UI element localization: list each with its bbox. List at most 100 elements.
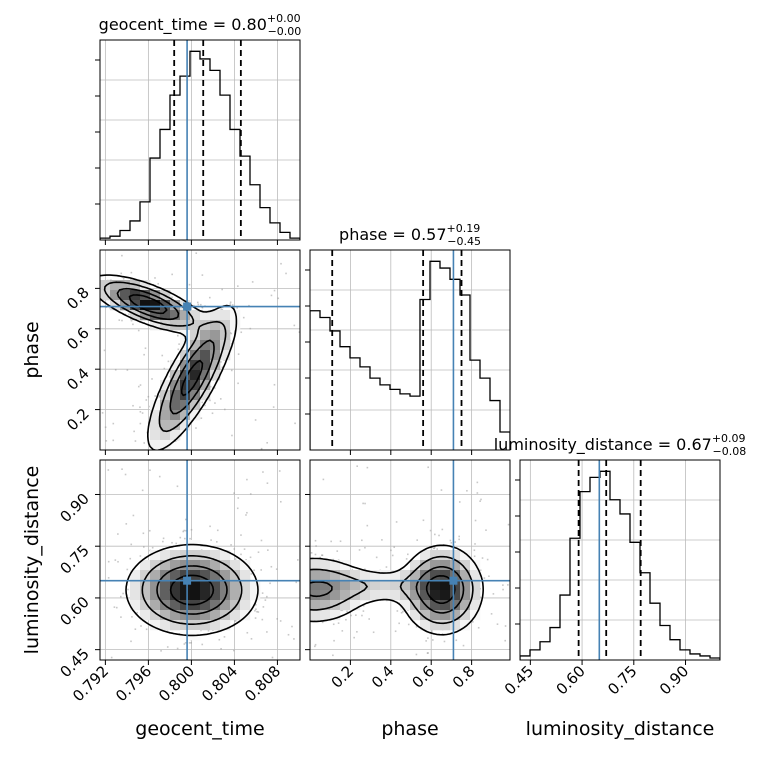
density-bin [210, 610, 221, 621]
density-bin [180, 600, 191, 611]
sample-point [266, 631, 268, 633]
truth-marker [449, 576, 458, 585]
density-bin [180, 570, 191, 581]
density-bin [190, 320, 201, 331]
density-bin [190, 410, 201, 421]
density-bin [160, 410, 171, 421]
sample-point [179, 536, 182, 539]
density-bin [460, 590, 471, 601]
sample-point [393, 546, 396, 549]
density-bin [180, 380, 191, 391]
density-bin [140, 310, 151, 321]
sample-point [490, 613, 493, 615]
density-bin [450, 550, 461, 561]
sample-point [122, 277, 125, 280]
sample-point [441, 528, 444, 531]
sample-point [126, 568, 129, 571]
sample-point [125, 523, 128, 525]
sample-point [264, 599, 267, 601]
sample-point [120, 272, 123, 275]
density-bin [240, 600, 251, 611]
density-bin [170, 600, 181, 611]
density-bin [240, 570, 251, 581]
sample-point [221, 288, 223, 291]
sample-point [107, 560, 110, 563]
sample-point [332, 654, 334, 657]
density-bin [170, 580, 181, 591]
density-bin [330, 590, 341, 601]
sample-point [339, 540, 342, 543]
panel-frame [519, 459, 721, 661]
density-bin [320, 560, 331, 571]
density-bin [150, 410, 161, 421]
sample-point [201, 274, 204, 276]
density-bin [450, 590, 461, 601]
sample-point [481, 557, 484, 559]
sample-point [272, 406, 275, 408]
density-bin [150, 320, 161, 331]
density-bin [220, 580, 231, 591]
density-bin [460, 560, 471, 571]
density-bin [190, 620, 201, 631]
density-bin [140, 560, 151, 571]
density-bin [410, 610, 421, 621]
panel-frame [309, 249, 511, 451]
sample-point [476, 481, 479, 484]
density-bin [140, 300, 151, 311]
density-bin [240, 560, 251, 571]
density-bin [430, 600, 441, 611]
density-bin [160, 310, 171, 321]
sample-point [120, 616, 122, 618]
sample-point [426, 652, 429, 654]
density-bin [460, 580, 471, 591]
density-bin [410, 570, 421, 581]
sample-point [145, 628, 148, 631]
density-bin [340, 560, 351, 571]
density-bin [180, 610, 191, 621]
sample-point [101, 412, 104, 414]
sample-point [166, 646, 169, 648]
sample-point [217, 629, 220, 632]
sample-point [372, 631, 375, 634]
sample-point [183, 643, 186, 645]
sample-point [255, 608, 257, 610]
sample-point [176, 334, 179, 337]
sample-point [310, 552, 313, 554]
contour-line-3 [128, 294, 204, 397]
sample-point [507, 584, 509, 586]
density-bin [230, 570, 241, 581]
sample-point [133, 430, 135, 433]
sample-point [262, 471, 264, 473]
sample-point [220, 647, 222, 650]
density-bin [330, 560, 341, 571]
density-bin [210, 580, 221, 591]
density-bin [440, 600, 451, 611]
density-bin [150, 590, 161, 601]
density-bin [110, 290, 121, 301]
sample-point [427, 637, 429, 639]
sample-point [350, 614, 352, 617]
density-bin [350, 580, 361, 591]
density-bin [410, 560, 421, 571]
density-bin [230, 600, 241, 611]
sample-point [332, 623, 335, 626]
density-bin [130, 590, 141, 601]
density-bin [130, 570, 141, 581]
x-tick-label-geocent_time: 0.808 [241, 662, 284, 705]
sample-point [362, 502, 364, 505]
sample-point [195, 252, 198, 254]
sample-point [201, 643, 204, 646]
density-bin [200, 370, 211, 381]
sample-point [361, 614, 363, 617]
sample-point [220, 308, 222, 310]
density-bin [220, 340, 231, 351]
density-bin [180, 330, 191, 341]
density-bin [110, 300, 121, 311]
density-bin [210, 360, 221, 371]
sample-point [128, 313, 130, 316]
density-bin [250, 590, 261, 601]
density-bin [200, 380, 211, 391]
density-bin [180, 620, 191, 631]
sample-point [229, 303, 232, 305]
density-bin [380, 580, 391, 591]
